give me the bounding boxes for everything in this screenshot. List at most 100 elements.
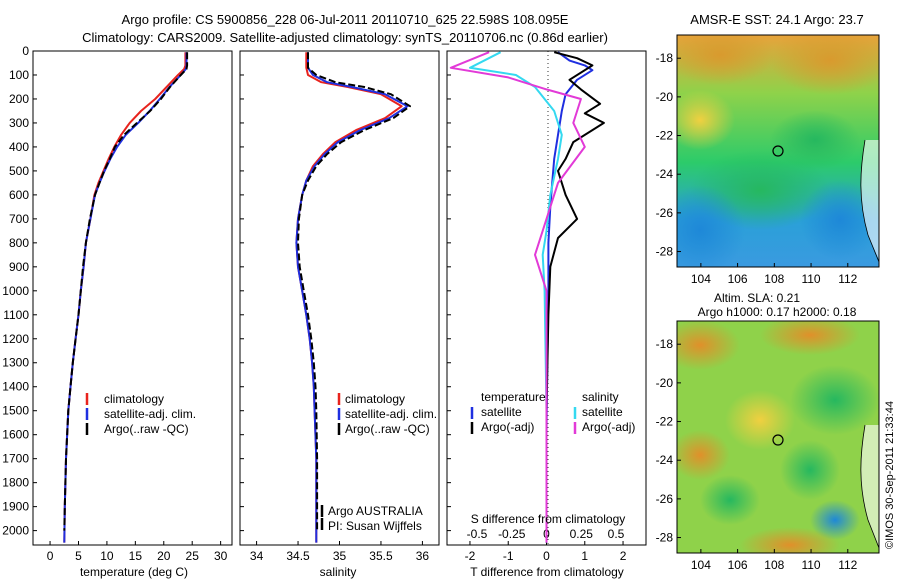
temperature-axes-frame	[32, 50, 233, 546]
imos-timestamp: ©IMOS 30-Sep-2011 21:33:44	[884, 401, 896, 549]
sst-map-axes: 104 106 108 110 112 -18 -20 -22 -24 -26 -28	[656, 51, 858, 286]
depth-tick-label: 300	[9, 116, 29, 130]
depth-tick-label: 1000	[2, 284, 29, 298]
argo-location-marker	[772, 145, 784, 157]
x-tick-label: 34.5	[286, 549, 310, 563]
legend-label-argo: Argo(..raw -QC)	[104, 422, 189, 436]
map-x-tick-label: 104	[691, 272, 711, 286]
s-tick-label: 0.25	[570, 527, 594, 541]
legend-label-satellite: satellite-adj. clim.	[104, 407, 196, 421]
series-line-satellite	[545, 51, 594, 543]
depth-tick-label: 600	[9, 188, 29, 202]
x-tick-label: 35	[333, 549, 347, 563]
salinity-series	[295, 52, 411, 543]
sst-map-panel: AMSR-E SST: 24.1 Argo: 23.7 104 106 108 110…	[656, 12, 880, 286]
x-tick-label: -1	[503, 549, 514, 563]
map-x-tick-label: 108	[764, 558, 784, 572]
legend-label-t-argo: Argo(-adj)	[481, 420, 534, 434]
depth-tick-label: 100	[9, 68, 29, 82]
sst-map-frame	[676, 34, 880, 268]
depth-axis: 0 100 200 300 400 500 600 700 800 900 1000 1100 1200…	[2, 44, 451, 538]
argo-location-marker-sla	[772, 434, 784, 446]
x-tick-label: -2	[465, 549, 476, 563]
map-x-tick-label: 104	[691, 558, 711, 572]
depth-tick-label: 500	[9, 164, 29, 178]
salinity-panel: 34 34.5 35 35.5 36 salinity climatology sate…	[239, 50, 440, 579]
map-y-tick-label: -18	[656, 51, 674, 65]
series-line-climatology	[295, 52, 403, 543]
difference-series	[449, 51, 605, 543]
sla-map-axes: 104 106 108 110 112 -18 -20 -22 -24 -26 -28	[656, 337, 858, 572]
x-tick-label: 30	[214, 549, 228, 563]
x-tick-label: 0	[543, 549, 550, 563]
legend-salinity-title: salinity	[582, 390, 619, 404]
difference-panel: -2 -1 0 1 2-0.5 -0.25 0 0.25 0.5 T difference fr…	[446, 50, 647, 579]
series-line-argo	[545, 51, 605, 543]
map-x-tick-label: 106	[728, 558, 748, 572]
x-tick-label: 20	[157, 549, 171, 563]
map-y-tick-label: -26	[656, 492, 674, 506]
map-x-tick-label: 110	[801, 272, 820, 286]
map-x-tick-label: 110	[801, 558, 820, 572]
sst-heatmap	[677, 35, 879, 267]
sla-map-frame	[676, 320, 880, 554]
salinity-x-label: salinity	[320, 565, 357, 579]
x-tick-label: 15	[129, 549, 143, 563]
legend-label-climatology: climatology	[345, 392, 405, 406]
map-y-tick-label: -28	[656, 245, 674, 259]
title-line-2: Climatology: CARS2009. Satellite-adjuste…	[82, 30, 608, 45]
legend-label-s-argo: Argo(-adj)	[582, 420, 635, 434]
difference-legend: temperature satellite Argo(-adj) salinit…	[470, 390, 635, 434]
x-tick-label: 10	[100, 549, 114, 563]
x-tick-label: 25	[186, 549, 200, 563]
depth-tick-label: 1300	[2, 356, 29, 370]
depth-tick-label: 800	[9, 236, 29, 250]
legend-label-climatology: climatology	[104, 392, 164, 406]
depth-tick-label: 400	[9, 140, 29, 154]
depth-tick-label: 1100	[3, 308, 29, 322]
annotation-pi: PI: Susan Wijffels	[328, 519, 422, 533]
x-tick-label: 34	[250, 549, 264, 563]
legend-temperature-title: temperature	[481, 390, 546, 404]
series-line-satellite	[63, 52, 188, 543]
depth-tick-label: 1800	[2, 476, 29, 490]
sla-map-panel: Altim. SLA: 0.21 Argo h1000: 0.17 h2000:…	[656, 291, 880, 572]
map-y-tick-label: -28	[656, 531, 674, 545]
depth-tick-label: 1600	[2, 428, 29, 442]
sla-map-title: Altim. SLA: 0.21	[714, 291, 800, 305]
temperature-series	[63, 52, 189, 543]
legend-label-t-satellite: satellite	[481, 405, 522, 419]
depth-tick-label: 0	[22, 44, 29, 58]
map-x-tick-label: 108	[764, 272, 784, 286]
x-tick-label: 5	[75, 549, 82, 563]
depth-tick-label: 1900	[2, 500, 29, 514]
x-tick-label: 1	[581, 549, 588, 563]
map-y-tick-label: -24	[656, 167, 674, 181]
map-y-tick-label: -26	[656, 206, 674, 220]
series-line-sal_satellite	[469, 51, 563, 543]
depth-tick-label: 900	[9, 260, 29, 274]
series-line-sal_argo	[449, 51, 586, 543]
map-x-tick-label: 106	[728, 272, 748, 286]
s-tick-label: 0.5	[608, 527, 625, 541]
s-tick-label: -0.25	[498, 527, 526, 541]
salinity-legend: climatology satellite-adj. clim. Argo(..…	[337, 392, 437, 436]
x-tick-label: 2	[620, 549, 627, 563]
legend-label-s-satellite: satellite	[582, 405, 623, 419]
series-line-satellite	[295, 52, 409, 543]
map-y-tick-label: -18	[656, 337, 674, 351]
legend-label-argo: Argo(..raw -QC)	[345, 422, 430, 436]
t-difference-label: T difference from climatology	[470, 565, 624, 579]
depth-tick-label: 1400	[2, 380, 29, 394]
temperature-x-axis: 0 5 10 15 20 25 30	[47, 541, 228, 563]
x-tick-label: 35.5	[369, 549, 393, 563]
series-line-argo	[297, 52, 411, 531]
sla-map-subtitle: Argo h1000: 0.17 h2000: 0.18	[698, 305, 857, 319]
temperature-panel: 0100200300400500600700800900100011001200…	[2, 44, 451, 579]
salinity-x-axis: 34 34.5 35 35.5 36	[250, 541, 429, 563]
map-y-tick-label: -22	[656, 129, 674, 143]
depth-tick-label: 1700	[2, 452, 29, 466]
depth-tick-label: 1200	[2, 332, 29, 346]
temperature-legend: climatology satellite-adj. clim. Argo(..…	[85, 392, 196, 436]
